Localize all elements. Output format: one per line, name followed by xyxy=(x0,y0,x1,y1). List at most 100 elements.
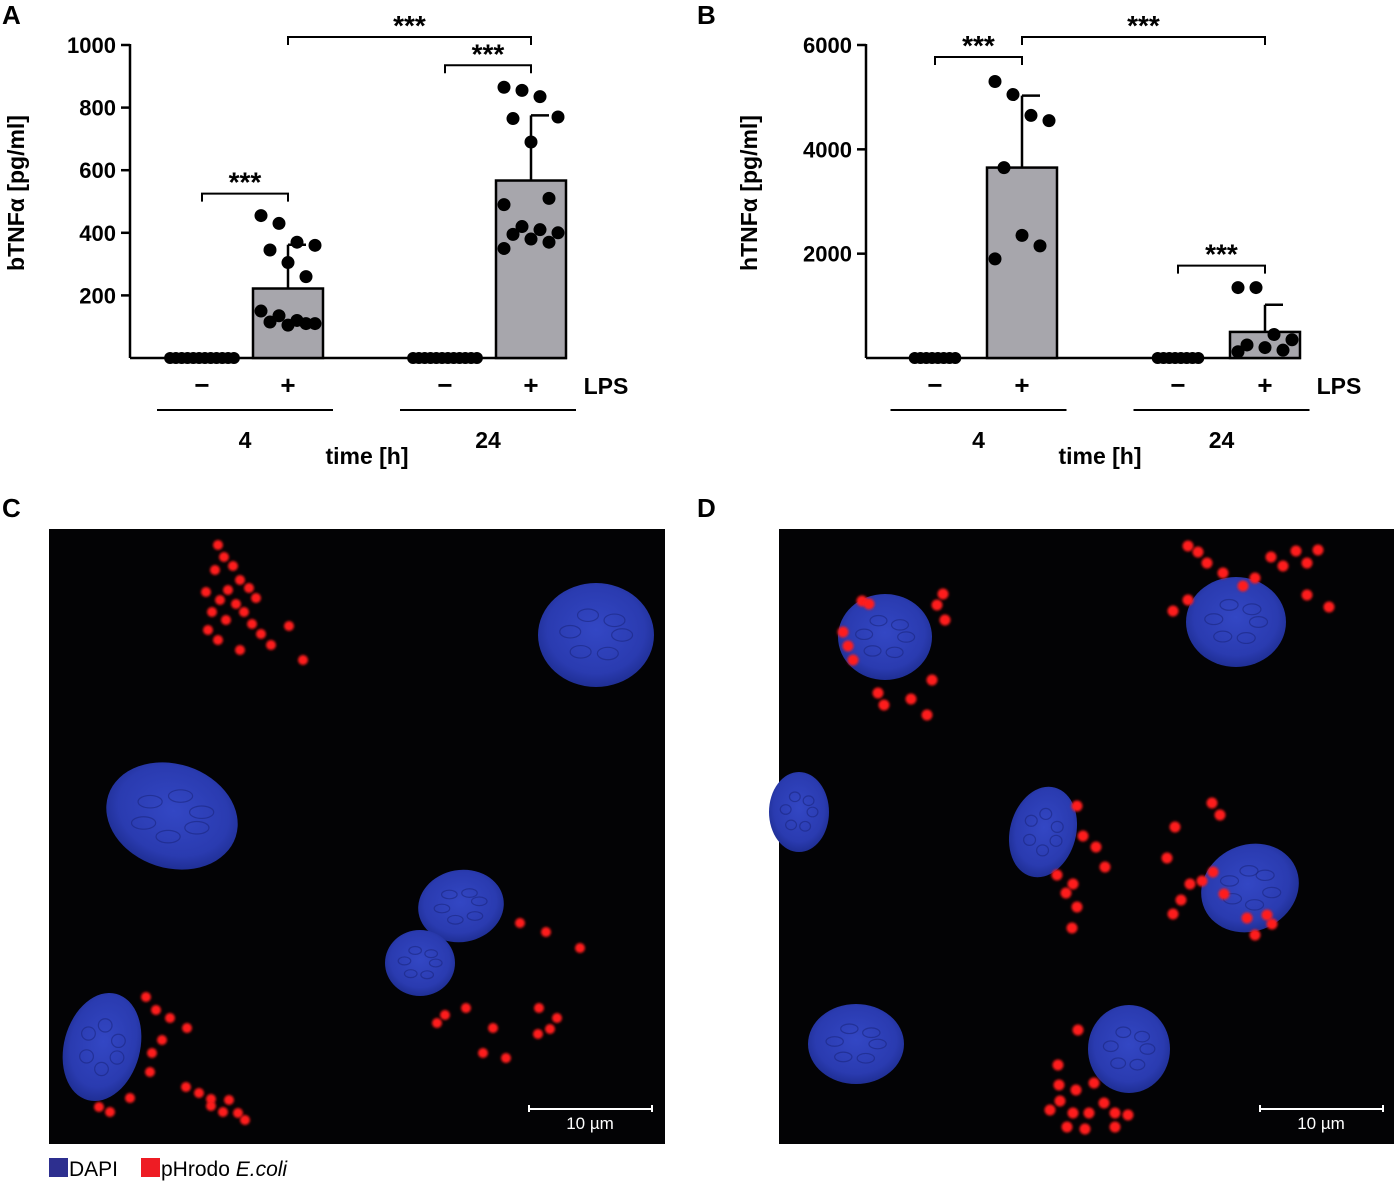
significance-label: *** xyxy=(472,38,505,69)
data-point xyxy=(263,315,277,329)
bacterium xyxy=(921,709,933,721)
bacterium xyxy=(251,593,261,603)
data-point xyxy=(281,256,295,270)
data-point xyxy=(497,80,511,94)
bacterium xyxy=(872,687,884,699)
bacterium xyxy=(244,583,254,593)
data-point xyxy=(263,243,277,257)
lps-sign-label: + xyxy=(280,370,295,400)
significance-bracket xyxy=(287,36,532,45)
legend-swatch-dapi xyxy=(49,1158,68,1177)
nucleus-texture xyxy=(569,644,592,659)
bacterium xyxy=(165,1013,175,1023)
data-point xyxy=(1240,338,1254,352)
nucleus-texture xyxy=(428,958,443,968)
bacterium xyxy=(1323,601,1335,613)
nucleus xyxy=(838,594,932,680)
data-point xyxy=(254,209,268,223)
data-point xyxy=(524,232,538,246)
nucleus-texture xyxy=(825,1036,844,1047)
significance-bracket xyxy=(934,56,1023,65)
chart-b-lps-label: LPS xyxy=(1317,373,1362,399)
y-tick-label: 800 xyxy=(79,96,116,121)
lps-sign-label: − xyxy=(927,370,942,400)
bacterium xyxy=(1067,878,1079,890)
bacterium xyxy=(1169,821,1181,833)
nucleus-texture xyxy=(420,970,435,980)
bacterium xyxy=(182,1023,192,1033)
bacterium xyxy=(231,599,241,609)
panel-letter-b: B xyxy=(697,0,716,30)
chart-a-lps-label: LPS xyxy=(584,373,629,399)
nucleus xyxy=(1201,843,1299,933)
nucleus-texture xyxy=(447,914,464,925)
nucleus xyxy=(62,992,142,1102)
nucleus-texture xyxy=(1102,1040,1119,1053)
bacterium xyxy=(94,1102,104,1112)
bacterium xyxy=(939,614,951,626)
bacterium xyxy=(147,1048,157,1058)
nucleus-texture xyxy=(596,646,619,661)
bacterium xyxy=(432,1018,442,1028)
y-tick-label: 400 xyxy=(79,221,116,246)
nucleus-texture xyxy=(863,645,882,657)
data-point xyxy=(1249,281,1263,295)
bacterium xyxy=(235,575,245,585)
bacterium xyxy=(501,1053,511,1063)
bacterium xyxy=(1207,866,1219,878)
nucleus xyxy=(106,762,238,870)
bacterium xyxy=(1184,878,1196,890)
nucleus-texture xyxy=(1219,598,1239,611)
nucleus-texture xyxy=(470,896,488,907)
bacterium xyxy=(1109,1107,1121,1119)
data-point xyxy=(1042,114,1056,128)
nucleus-texture xyxy=(137,794,163,809)
data-point xyxy=(1285,333,1299,347)
legend-label-phrodo-italic: E.coli xyxy=(236,1158,289,1181)
bacterium xyxy=(837,626,849,638)
bacterium xyxy=(1301,557,1313,569)
data-point xyxy=(1024,108,1038,122)
nucleus-texture xyxy=(424,949,439,959)
lps-sign-label: − xyxy=(1170,370,1185,400)
nucleus xyxy=(418,869,504,943)
nucleus-texture xyxy=(885,646,904,659)
nucleus-texture xyxy=(840,1023,859,1035)
nucleus-texture xyxy=(1219,875,1240,887)
nucleus-texture xyxy=(785,819,798,831)
micrograph-d-cells xyxy=(769,540,1335,1135)
bacterium xyxy=(125,1093,135,1103)
nucleus-texture xyxy=(109,1050,125,1065)
nucleus-texture xyxy=(1050,820,1064,833)
significance-label: *** xyxy=(962,30,995,61)
bacterium xyxy=(1099,861,1111,873)
data-point xyxy=(497,241,511,255)
bacterium xyxy=(1167,908,1179,920)
nucleus-texture xyxy=(94,1061,109,1077)
data-point xyxy=(524,135,538,149)
y-tick-label: 6000 xyxy=(803,33,852,58)
data-point xyxy=(308,238,322,252)
data-point xyxy=(515,83,529,97)
data-point xyxy=(506,112,520,126)
nucleus-texture xyxy=(869,614,888,627)
nucleus-texture xyxy=(1039,807,1053,821)
nucleus-texture xyxy=(897,631,916,643)
nucleus-texture xyxy=(802,795,815,807)
bacterium xyxy=(461,1003,471,1013)
bacterium xyxy=(440,1010,450,1020)
data-point xyxy=(299,317,313,331)
bacterium xyxy=(847,654,859,666)
y-tick-label: 4000 xyxy=(803,137,852,162)
bacterium xyxy=(905,693,917,705)
bacterium xyxy=(1044,1104,1056,1116)
chart-b-xlabel: time [h] xyxy=(1058,443,1141,469)
bacterium xyxy=(228,561,238,571)
data-point xyxy=(515,220,529,234)
nucleus-texture xyxy=(1023,833,1037,846)
bacterium xyxy=(223,585,233,595)
nucleus-texture xyxy=(1239,865,1259,877)
bacterium xyxy=(1071,901,1083,913)
chart-a: bTNFα [pg/ml] time [h] LPS 200 400 600 800 1… xyxy=(3,10,628,469)
significance-bracket xyxy=(1177,264,1266,274)
